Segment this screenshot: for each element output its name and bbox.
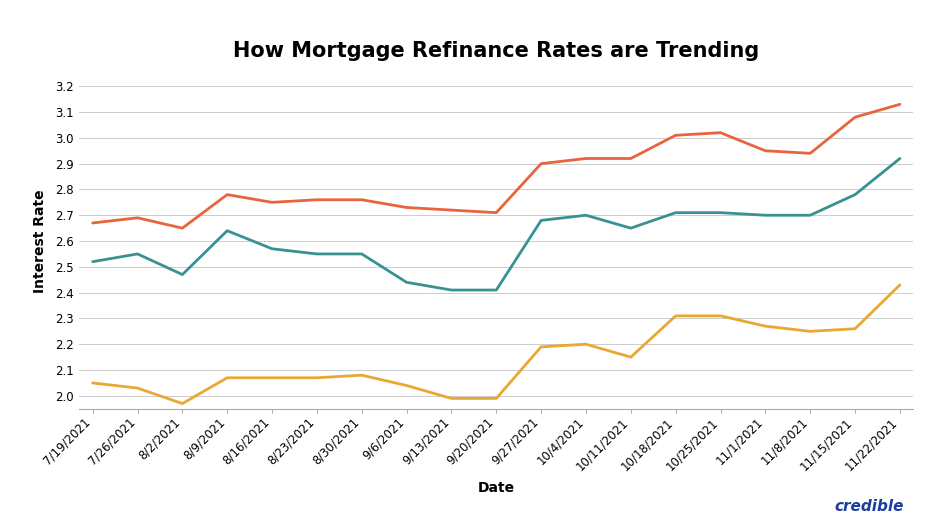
Y-axis label: Interest Rate: Interest Rate [33,189,47,293]
Title: How Mortgage Refinance Rates are Trending: How Mortgage Refinance Rates are Trendin… [233,41,760,61]
Text: credible: credible [834,498,904,514]
X-axis label: Date: Date [478,481,514,495]
